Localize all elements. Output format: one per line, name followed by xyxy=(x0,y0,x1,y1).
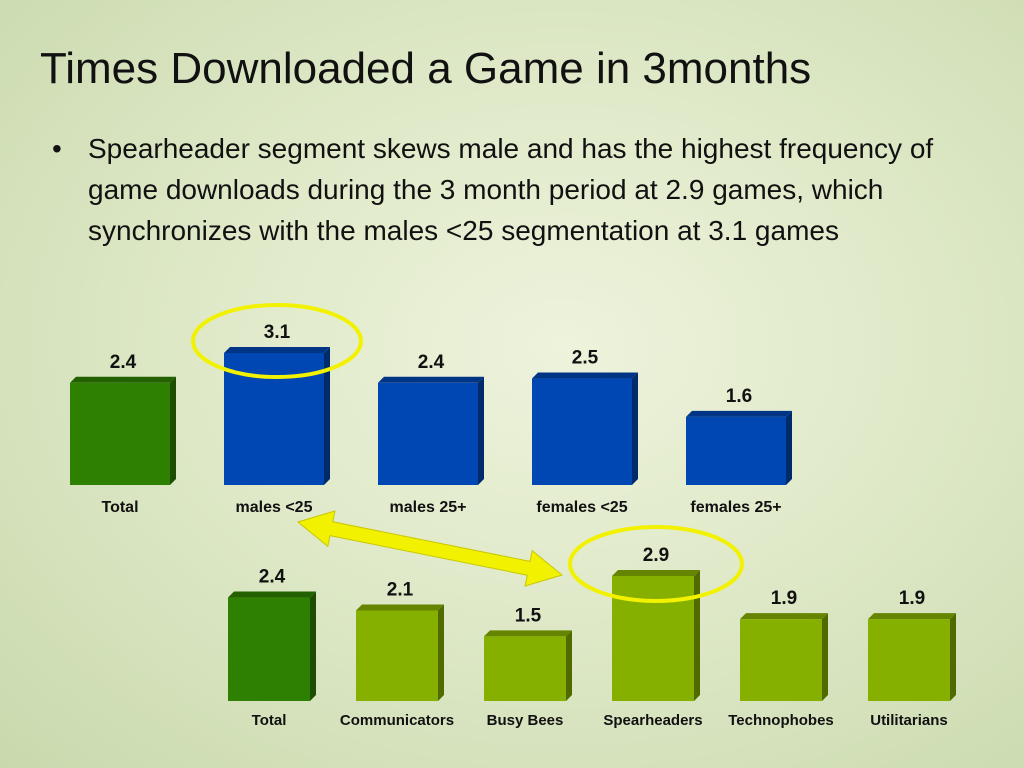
bar-side-utilitarians xyxy=(950,613,956,701)
bar-top-technophobes xyxy=(740,613,828,620)
bar-utilitarians xyxy=(868,619,950,701)
category-label-females-25: females <25 xyxy=(536,499,627,516)
category-label-total: Total xyxy=(101,499,138,516)
bar-side-females-25 xyxy=(786,410,792,485)
bar-side-total xyxy=(310,591,316,701)
bar-communicators xyxy=(356,610,438,701)
bar-total xyxy=(70,382,170,485)
value-label-females-25: 2.5 xyxy=(572,348,599,369)
category-label-females-25: females 25+ xyxy=(690,499,781,516)
value-label-spearheaders: 2.9 xyxy=(643,545,669,566)
value-label-communicators: 2.1 xyxy=(387,579,414,600)
category-label-total: Total xyxy=(252,712,287,729)
bar-spearheaders xyxy=(612,576,694,701)
bullet-text: Spearheader segment skews male and has t… xyxy=(88,133,934,246)
bar-females-25 xyxy=(686,416,786,485)
demographic-bar-chart: 2.4 Total 3.1 males <25 2.4 males 25+ 2.5 femal… xyxy=(70,322,792,516)
segment-bar-chart: 2.4 Total 2.1 Communicators 1.5 Busy Bees 2.9 S… xyxy=(228,545,956,729)
double-arrow xyxy=(296,510,564,587)
value-label-females-25: 1.6 xyxy=(726,386,752,407)
bar-top-spearheaders xyxy=(612,570,700,576)
category-label-busy-bees: Busy Bees xyxy=(487,712,564,729)
bar-top-total xyxy=(228,591,316,598)
bar-side-males-25 xyxy=(478,376,484,485)
value-label-males-25: 2.4 xyxy=(418,352,445,373)
bar-side-technophobes xyxy=(822,613,828,701)
category-label-males-25: males <25 xyxy=(236,499,313,516)
bar-side-spearheaders xyxy=(694,570,700,701)
highlight-ellipse-males-25 xyxy=(191,303,363,379)
bar-top-females-25 xyxy=(686,410,792,417)
bar-top-utilitarians xyxy=(868,613,956,620)
bar-side-busy-bees xyxy=(566,630,572,701)
bar-top-total xyxy=(70,376,176,383)
bar-top-busy-bees xyxy=(484,630,572,637)
bar-side-communicators xyxy=(438,604,444,701)
bar-top-communicators xyxy=(356,604,444,611)
category-label-communicators: Communicators xyxy=(340,712,454,729)
bar-technophobes xyxy=(740,619,822,701)
bar-busy-bees xyxy=(484,636,566,701)
value-label-total: 2.4 xyxy=(259,567,286,588)
bullet-marker: • xyxy=(52,133,62,164)
value-label-technophobes: 1.9 xyxy=(771,588,797,609)
bar-top-males-25 xyxy=(378,376,484,383)
bar-females-25 xyxy=(532,378,632,485)
bar-side-females-25 xyxy=(632,372,638,485)
category-label-spearheaders: Spearheaders xyxy=(603,712,702,729)
bar-side-males-25 xyxy=(324,347,330,485)
value-label-males-25: 3.1 xyxy=(264,322,291,343)
category-label-utilitarians: Utilitarians xyxy=(870,712,948,729)
slide-title: Times Downloaded a Game in 3months xyxy=(40,44,812,93)
bar-top-males-25 xyxy=(224,347,330,353)
bar-top-females-25 xyxy=(532,372,638,379)
bullet-point: • Spearheader segment skews male and has… xyxy=(52,128,992,251)
bar-side-total xyxy=(170,376,176,485)
category-label-males-25: males 25+ xyxy=(390,499,467,516)
bar-total xyxy=(228,597,310,701)
value-label-total: 2.4 xyxy=(110,352,137,373)
bar-males-25 xyxy=(378,382,478,485)
highlight-ellipse-spearheaders xyxy=(568,525,744,603)
category-label-technophobes: Technophobes xyxy=(728,712,834,729)
value-label-utilitarians: 1.9 xyxy=(899,588,925,609)
value-label-busy-bees: 1.5 xyxy=(515,605,542,626)
highlight-annotations xyxy=(191,303,744,603)
